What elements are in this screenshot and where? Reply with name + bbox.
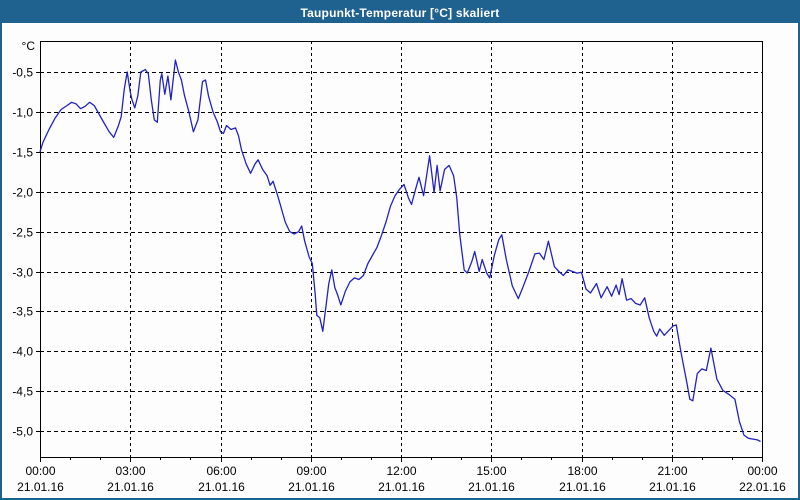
- x-tick-date-label: 21.01.16: [288, 480, 335, 494]
- x-tick-date-label: 21.01.16: [559, 480, 606, 494]
- x-tick-date-label: 21.01.16: [378, 480, 425, 494]
- y-tick-label: -1,5: [12, 146, 33, 160]
- x-tick-date-label: 21.01.16: [107, 480, 154, 494]
- y-tick-label: -0,5: [12, 66, 33, 80]
- y-tick-label: -3,0: [12, 266, 33, 280]
- x-tick-time-label: 00:00: [25, 464, 55, 478]
- x-tick-date-label: 22.01.16: [739, 480, 786, 494]
- x-tick-time-label: 03:00: [115, 464, 145, 478]
- dewpoint-line-chart: -0,5 -1,0 -1,5 -2,0 -2,5 -3,0 -3,5 -4,0 -4,5 -5,0…: [12, 39, 786, 494]
- y-axis-unit-label: °C: [22, 39, 36, 53]
- x-tick-time-label: 12:00: [386, 464, 416, 478]
- x-tick-date-label: 21.01.16: [468, 480, 515, 494]
- x-tick-time-label: 00:00: [747, 464, 777, 478]
- y-tick-label: -1,0: [12, 106, 33, 120]
- y-tick-label: -4,0: [12, 345, 33, 359]
- chart-title: Taupunkt-Temperatur [°C] skaliert: [300, 5, 500, 20]
- x-tick-date-label: 21.01.16: [17, 480, 64, 494]
- x-tick-time-label: 15:00: [476, 464, 506, 478]
- x-tick-time-label: 21:00: [657, 464, 687, 478]
- x-tick-time-label: 09:00: [296, 464, 326, 478]
- plot-border: [40, 41, 763, 458]
- x-tick-time-label: 06:00: [206, 464, 236, 478]
- y-tick-label: -5,0: [12, 425, 33, 439]
- y-tick-label: -2,5: [12, 226, 33, 240]
- y-tick-label: -3,5: [12, 305, 33, 319]
- x-tick-time-label: 18:00: [567, 464, 597, 478]
- chart-area: -0,5 -1,0 -1,5 -2,0 -2,5 -3,0 -3,5 -4,0 -4,5 -5,0…: [2, 23, 798, 498]
- x-tick-date-label: 21.01.16: [198, 480, 245, 494]
- series-line: [39, 59, 761, 443]
- y-tick-label: -4,5: [12, 385, 33, 399]
- chart-title-bar: Taupunkt-Temperatur [°C] skaliert: [2, 2, 798, 23]
- x-tick-date-label: 21.01.16: [649, 480, 696, 494]
- y-tick-label: -2,0: [12, 186, 33, 200]
